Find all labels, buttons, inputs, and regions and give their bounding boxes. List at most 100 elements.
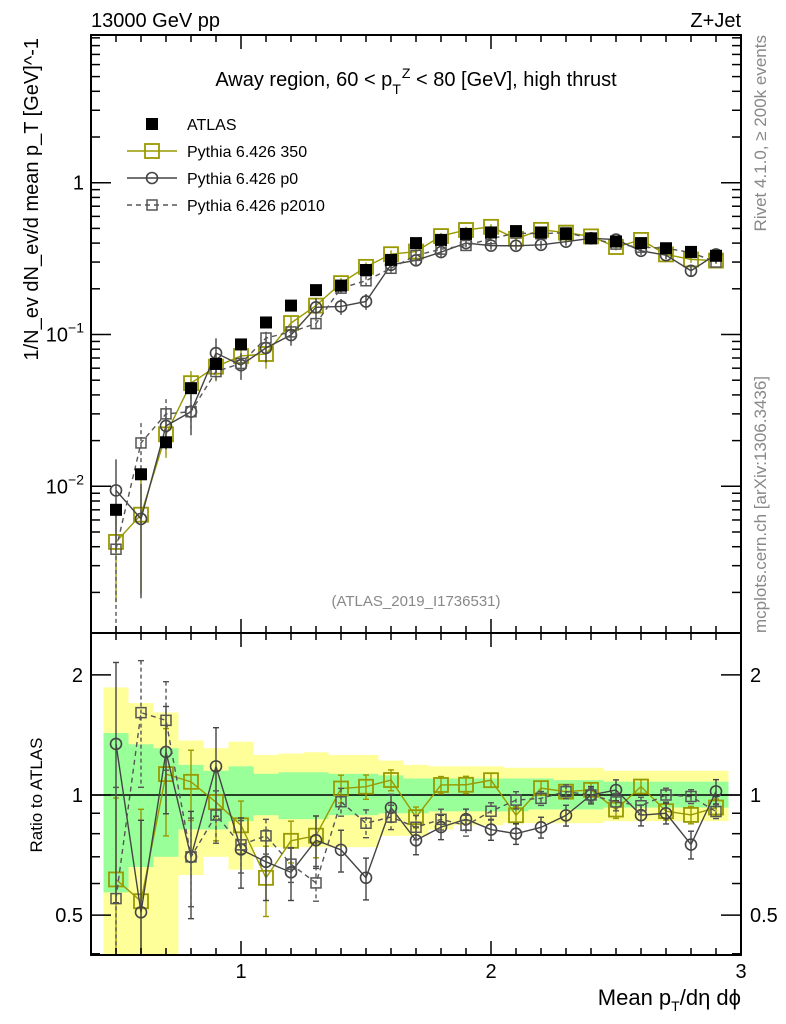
ratio-tick-label-right: 1 (750, 785, 761, 807)
data-point (510, 225, 522, 238)
header-right: Z+Jet (690, 10, 741, 32)
legend-label: ATLAS (187, 117, 237, 134)
ratio-tick-label-left: 1 (72, 785, 83, 807)
legend-entry: Pythia 6.426 350 (127, 143, 307, 161)
ratio-tick-label-left: 2 (72, 665, 83, 687)
data-point (135, 437, 147, 449)
data-point (635, 237, 647, 250)
ratio-point (109, 737, 123, 751)
ratio-point (709, 785, 723, 798)
plot-title: Away region, 60 < pTZ < 80 [GeV], high t… (215, 65, 617, 97)
ratio-point (209, 760, 223, 773)
ratio-point (635, 799, 647, 812)
main-line-pythia-6-426-p0 (115, 237, 717, 521)
data-point (285, 299, 297, 312)
data-marks (108, 218, 724, 955)
ratio-point (433, 777, 449, 793)
ratio-line-pythia-6-426-p2010 (115, 711, 717, 899)
ratio-point (484, 823, 498, 836)
ratio-tick-label-right: 2 (750, 665, 761, 687)
data-point (309, 301, 323, 314)
ratio-point (360, 817, 372, 829)
ratio-point (309, 833, 323, 847)
data-point (109, 484, 123, 497)
data-point (460, 227, 472, 240)
ratio-point (610, 796, 622, 808)
ratio-point (110, 892, 122, 905)
x-axis-label: Mean pT/dη dϕ (598, 985, 741, 1014)
ratio-point (385, 811, 397, 823)
legend-marker (144, 143, 160, 159)
ratio-point (434, 820, 448, 834)
data-point (460, 239, 472, 252)
data-point (110, 503, 122, 516)
ratio-point (359, 871, 373, 885)
legend-marker (145, 171, 159, 185)
data-point (310, 317, 322, 330)
ratio-point (259, 855, 273, 869)
data-point (135, 468, 147, 481)
ratio-point (358, 778, 374, 795)
ratio-point (410, 821, 422, 834)
data-point (235, 338, 247, 351)
data-point (509, 239, 523, 253)
data-point (359, 295, 373, 308)
data-point (610, 235, 622, 248)
ratio-tick-label-left: 0.5 (55, 905, 83, 927)
legend-label: Pythia 6.426 350 (187, 144, 307, 161)
data-point (134, 512, 148, 526)
data-point (560, 227, 572, 240)
y-tick-label: 10−2 (46, 471, 84, 498)
ratio-point (485, 805, 497, 817)
ratio-point (183, 773, 199, 790)
ratio-point (334, 843, 348, 857)
x-tick-label: 3 (735, 961, 746, 983)
data-point (385, 253, 397, 266)
ratio-point (409, 833, 423, 847)
data-point (485, 226, 497, 239)
ratio-point (458, 776, 474, 793)
main-line-pythia-6-426-p2010 (115, 231, 717, 550)
ratio-point (135, 706, 147, 719)
mcplots-label: mcplots.cern.ch [arXiv:1306.3436] (751, 376, 770, 633)
ratio-point (509, 827, 523, 840)
ratio-point (210, 809, 222, 821)
legend: ATLAS Pythia 6.426 350 Pythia 6.426 p0 Pyth… (127, 117, 325, 215)
data-point (310, 284, 322, 297)
y-tick-label: 10−1 (46, 320, 84, 347)
data-point (685, 245, 697, 258)
data-point (185, 382, 197, 395)
main-line-pythia-6-426-350 (115, 226, 717, 543)
legend-entry: Pythia 6.426 p0 (127, 171, 298, 188)
ratio-point (383, 772, 399, 788)
data-point (210, 357, 222, 370)
ratio-frame (90, 632, 742, 956)
ratio-point (633, 778, 649, 795)
data-point (660, 242, 672, 255)
data-point (710, 249, 722, 262)
legend-entry: Pythia 6.426 p2010 (127, 198, 325, 215)
rivet-label: Rivet 4.1.0, ≥ 200k events (751, 35, 770, 231)
ratio-point (134, 905, 148, 919)
y-axis-label: 1/N_ev dN_ev/d mean p_T [GeV]^-1 (21, 38, 43, 361)
ratio-point (335, 795, 347, 808)
data-point (160, 436, 172, 449)
ratio-point (560, 785, 572, 798)
data-point (484, 239, 498, 252)
data-point (335, 279, 347, 292)
data-point (435, 233, 447, 246)
x-tick-label: 2 (485, 961, 496, 983)
ratio-point (535, 792, 547, 805)
ratio-point (660, 789, 672, 801)
ratio-point (510, 794, 522, 806)
ratio-point (585, 789, 597, 801)
ratio-point (534, 821, 548, 834)
data-point (185, 405, 197, 418)
data-point (110, 543, 122, 555)
axes: 1 2 3 1 10−1 10−2 0.5 0.5 1 1 2 2 (46, 35, 778, 983)
data-point (285, 326, 297, 338)
legend-label: Pythia 6.426 p0 (187, 171, 298, 188)
ratio-point (460, 819, 472, 832)
series-atlas (110, 225, 722, 516)
